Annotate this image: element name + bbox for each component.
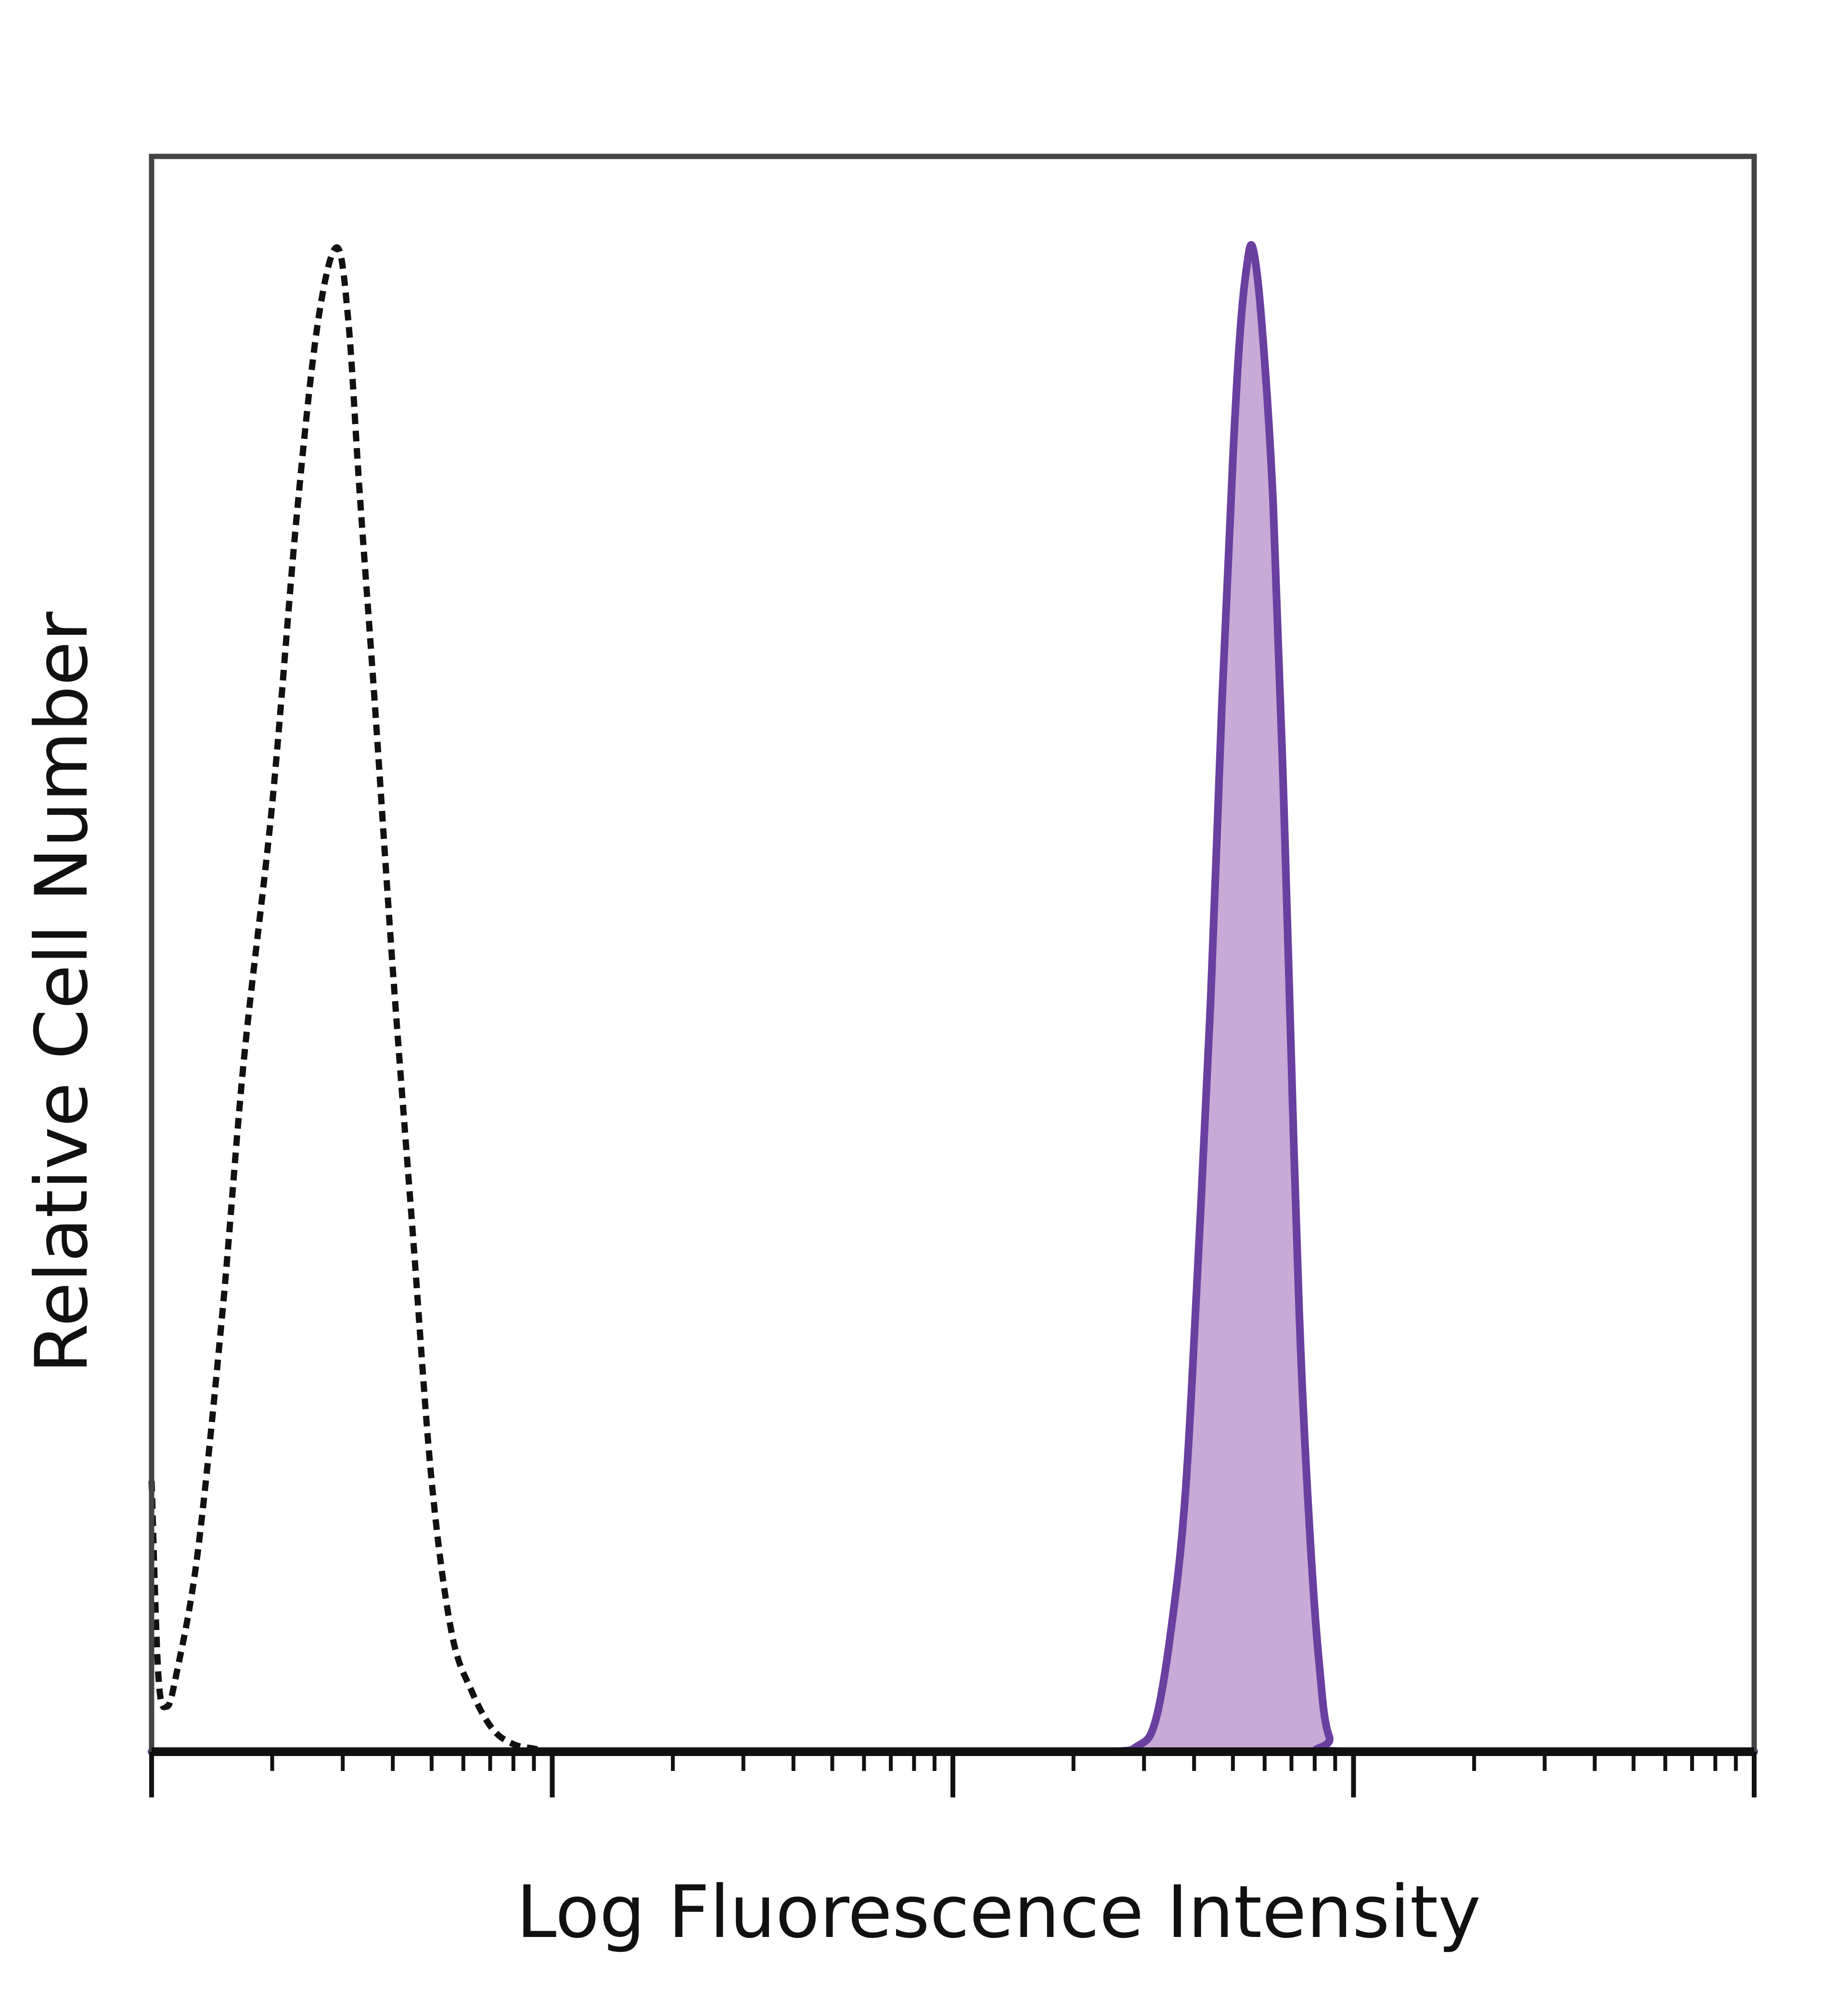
- x-axis-title: Log Fluorescence Intensity: [516, 1871, 1481, 1954]
- series-1-line: [148, 241, 1758, 1756]
- series-0-line: [148, 244, 611, 1755]
- plot-area: [148, 154, 1758, 1797]
- y-axis-title: Relative Cell Number: [20, 612, 104, 1374]
- series-1-fill: [152, 244, 1754, 1752]
